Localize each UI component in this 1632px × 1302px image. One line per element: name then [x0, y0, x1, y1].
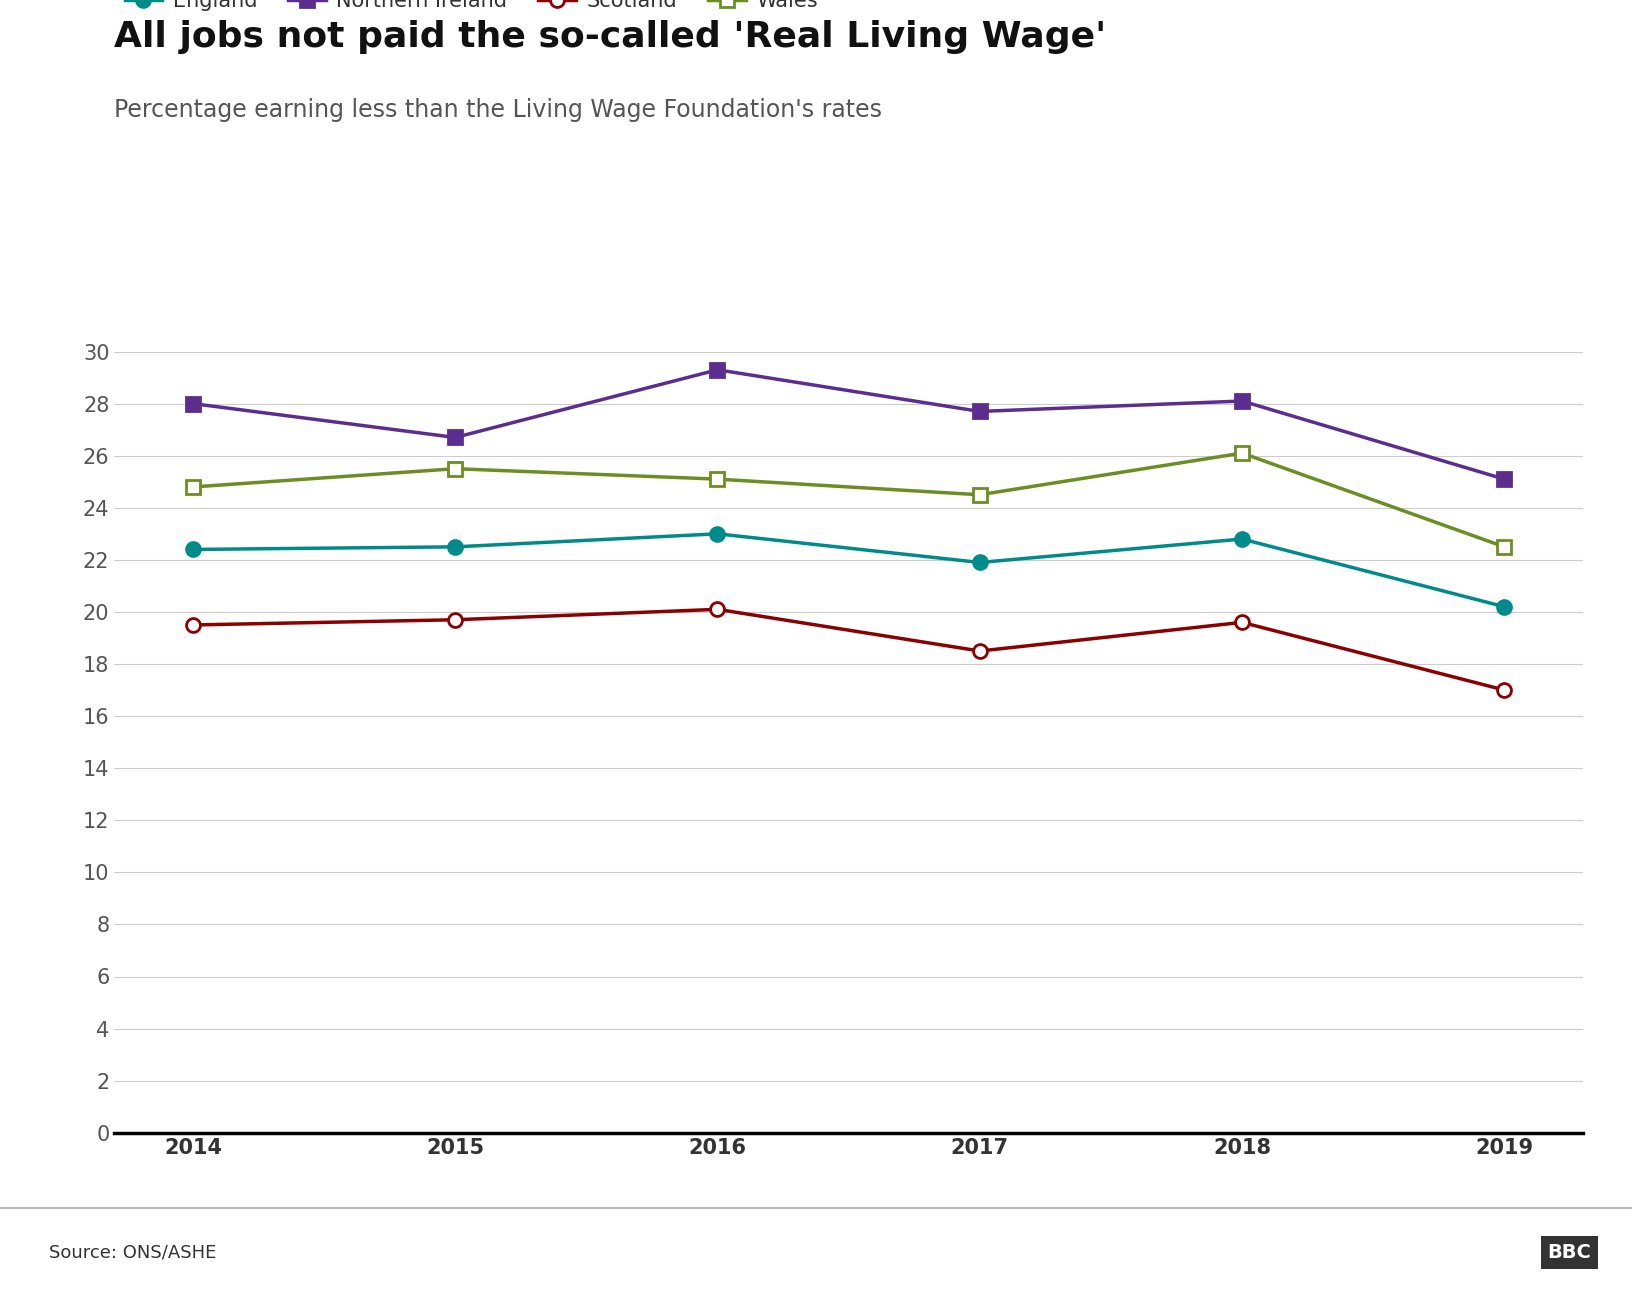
Text: All jobs not paid the so-called 'Real Living Wage': All jobs not paid the so-called 'Real Li…: [114, 20, 1106, 53]
Text: Source: ONS/ASHE: Source: ONS/ASHE: [49, 1243, 217, 1262]
Text: Percentage earning less than the Living Wage Foundation's rates: Percentage earning less than the Living …: [114, 98, 883, 121]
Legend: England, Northern Ireland, Scotland, Wales: England, Northern Ireland, Scotland, Wal…: [124, 0, 818, 10]
Text: BBC: BBC: [1547, 1243, 1591, 1262]
